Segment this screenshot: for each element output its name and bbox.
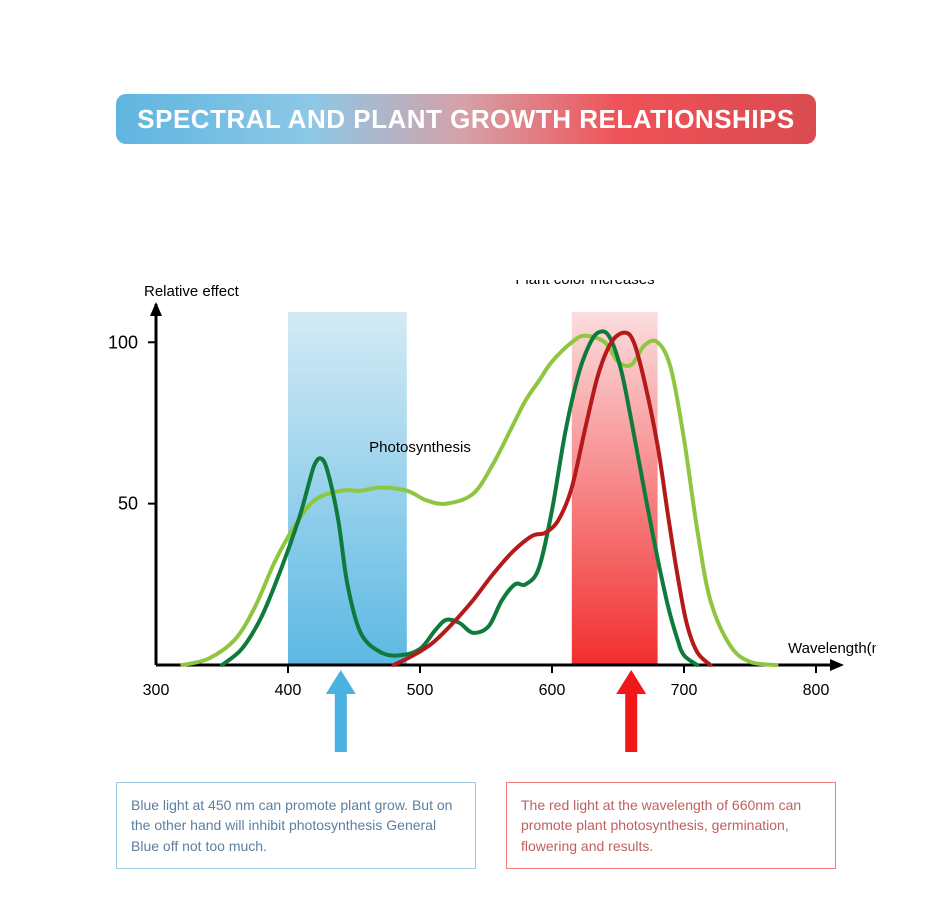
title-bar: SPECTRAL AND PLANT GROWTH RELATIONSHIPS (116, 94, 816, 144)
y-axis-arrow (150, 302, 162, 316)
x-tick-label: 300 (143, 682, 170, 699)
x-axis-label: Wavelength(nm) (788, 640, 876, 657)
y-axis-label: Relative effect (144, 283, 240, 300)
red-arrow-head (616, 670, 646, 694)
callout-red: The red light at the wavelength of 660nm… (506, 782, 836, 869)
blue-arrow-head (326, 670, 356, 694)
x-tick-label: 600 (539, 682, 566, 699)
series-photosynthesis (182, 336, 776, 665)
callout-blue: Blue light at 450 nm can promote plant g… (116, 782, 476, 869)
chart: 300 400 500 600 700 800 50 100 Relative effect Wa… (76, 280, 876, 720)
title-text: SPECTRAL AND PLANT GROWTH RELATIONSHIPS (137, 104, 794, 135)
annotation: Plant color increases (515, 280, 654, 288)
callout-blue-text: Blue light at 450 nm can promote plant g… (131, 797, 452, 854)
x-tick-label: 400 (275, 682, 302, 699)
callout-red-text: The red light at the wavelength of 660nm… (521, 797, 801, 854)
x-tick-label: 800 (803, 682, 830, 699)
chart-svg: 300 400 500 600 700 800 50 100 Relative effect Wa… (76, 280, 876, 780)
x-tick-label: 500 (407, 682, 434, 699)
annotation: Photosynthesis (369, 439, 471, 456)
series-red-curve (394, 333, 711, 665)
y-tick-label: 50 (118, 494, 138, 514)
x-tick-label: 700 (671, 682, 698, 699)
x-axis-arrow (830, 659, 844, 671)
y-tick-label: 100 (108, 332, 138, 352)
